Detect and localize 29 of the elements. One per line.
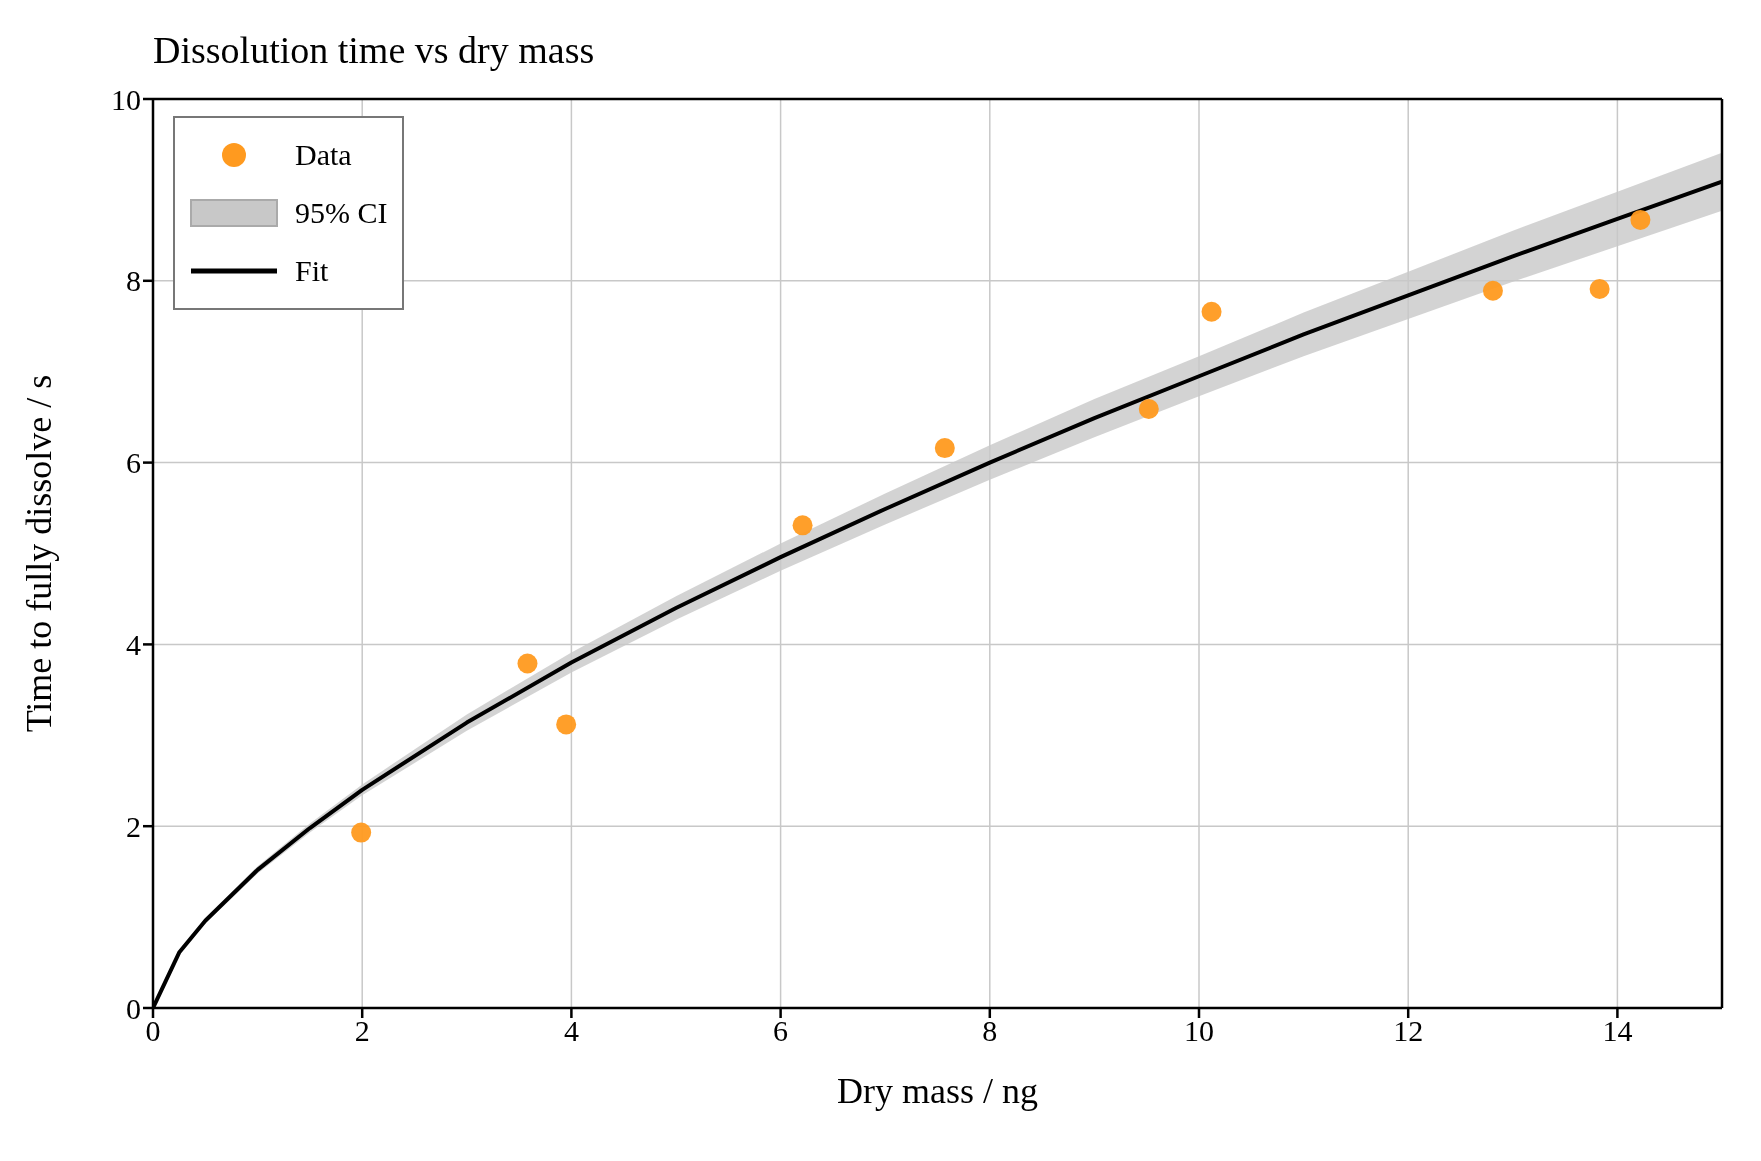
point — [351, 822, 372, 843]
x-axis-title: Dry mass / ng — [837, 1071, 1038, 1111]
annotation: 95% CI — [295, 196, 388, 230]
point — [1138, 398, 1159, 419]
y-tick-label: 0 — [126, 991, 141, 1025]
y-tick-label: 8 — [126, 264, 141, 298]
point — [1589, 278, 1610, 299]
y-tick-label: 6 — [126, 446, 141, 480]
x-tick-label: 2 — [354, 1014, 370, 1048]
y-tick-label: 4 — [126, 628, 141, 662]
legend-label: Fit — [295, 254, 329, 288]
x-tick-label: 6 — [773, 1014, 789, 1048]
x-tick-label: 4 — [563, 1014, 579, 1048]
x-tick-label: 10 — [1184, 1014, 1214, 1048]
point — [517, 653, 538, 674]
point — [1630, 209, 1651, 230]
x-tick-label: 8 — [982, 1014, 998, 1048]
legend-label: Data — [295, 138, 352, 172]
point — [556, 714, 577, 735]
x-tick-label: 12 — [1393, 1014, 1424, 1048]
point — [934, 438, 955, 459]
chart-title: Dissolution time vs dry mass — [153, 28, 595, 72]
point — [1482, 280, 1503, 301]
x-tick-label: 14 — [1602, 1014, 1633, 1048]
y-tick-label: 2 — [126, 809, 141, 843]
point — [1201, 301, 1222, 322]
y-tick-label: 10 — [111, 82, 141, 116]
y-axis-title: Time to fully dissolve / s — [18, 374, 59, 733]
point — [792, 515, 813, 536]
